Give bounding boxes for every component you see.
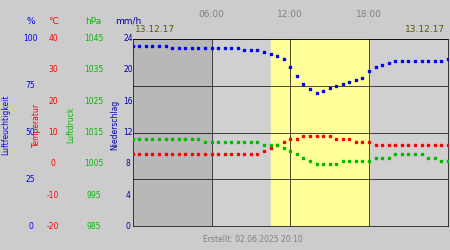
Text: 12: 12 xyxy=(123,128,133,137)
Text: Erstellt: 02.06.2025 20:10: Erstellt: 02.06.2025 20:10 xyxy=(202,235,302,244)
Text: 20: 20 xyxy=(123,66,133,74)
Text: 985: 985 xyxy=(86,222,101,231)
Bar xyxy=(290,39,369,226)
Text: 100: 100 xyxy=(23,34,38,43)
Bar xyxy=(212,39,290,226)
Text: 20: 20 xyxy=(48,97,58,106)
Text: 13.12.17: 13.12.17 xyxy=(405,24,446,34)
Text: -20: -20 xyxy=(47,222,59,231)
Text: -10: -10 xyxy=(47,190,59,200)
Text: 0: 0 xyxy=(51,159,55,168)
Text: 12:00: 12:00 xyxy=(277,10,303,19)
Text: %: % xyxy=(26,17,35,26)
Text: 40: 40 xyxy=(48,34,58,43)
Text: 10: 10 xyxy=(48,128,58,137)
Text: 06:00: 06:00 xyxy=(198,10,225,19)
Text: °C: °C xyxy=(48,17,58,26)
Text: hPa: hPa xyxy=(86,17,102,26)
Text: mm/h: mm/h xyxy=(115,17,141,26)
Text: 75: 75 xyxy=(26,81,36,90)
Text: 25: 25 xyxy=(26,175,36,184)
Text: 30: 30 xyxy=(48,66,58,74)
Text: 16: 16 xyxy=(123,97,133,106)
Text: 24: 24 xyxy=(123,34,133,43)
Text: Luftdruck: Luftdruck xyxy=(67,107,76,143)
Text: 0: 0 xyxy=(28,222,33,231)
Text: 50: 50 xyxy=(26,128,36,137)
Text: 1005: 1005 xyxy=(84,159,104,168)
Text: 8: 8 xyxy=(126,159,130,168)
Text: Niederschlag: Niederschlag xyxy=(110,100,119,150)
Text: 4: 4 xyxy=(126,190,130,200)
Text: Luftfeuchtigkeit: Luftfeuchtigkeit xyxy=(1,95,10,155)
Bar xyxy=(369,39,448,226)
Text: 1045: 1045 xyxy=(84,34,104,43)
Text: 13.12.17: 13.12.17 xyxy=(135,24,175,34)
Text: Temperatur: Temperatur xyxy=(32,103,41,147)
Text: 0: 0 xyxy=(126,222,130,231)
Text: 1025: 1025 xyxy=(84,97,103,106)
Text: 1035: 1035 xyxy=(84,66,104,74)
Text: 18:00: 18:00 xyxy=(356,10,382,19)
Bar xyxy=(270,39,369,226)
Text: 1015: 1015 xyxy=(84,128,103,137)
Text: 995: 995 xyxy=(86,190,101,200)
Bar xyxy=(133,39,212,226)
